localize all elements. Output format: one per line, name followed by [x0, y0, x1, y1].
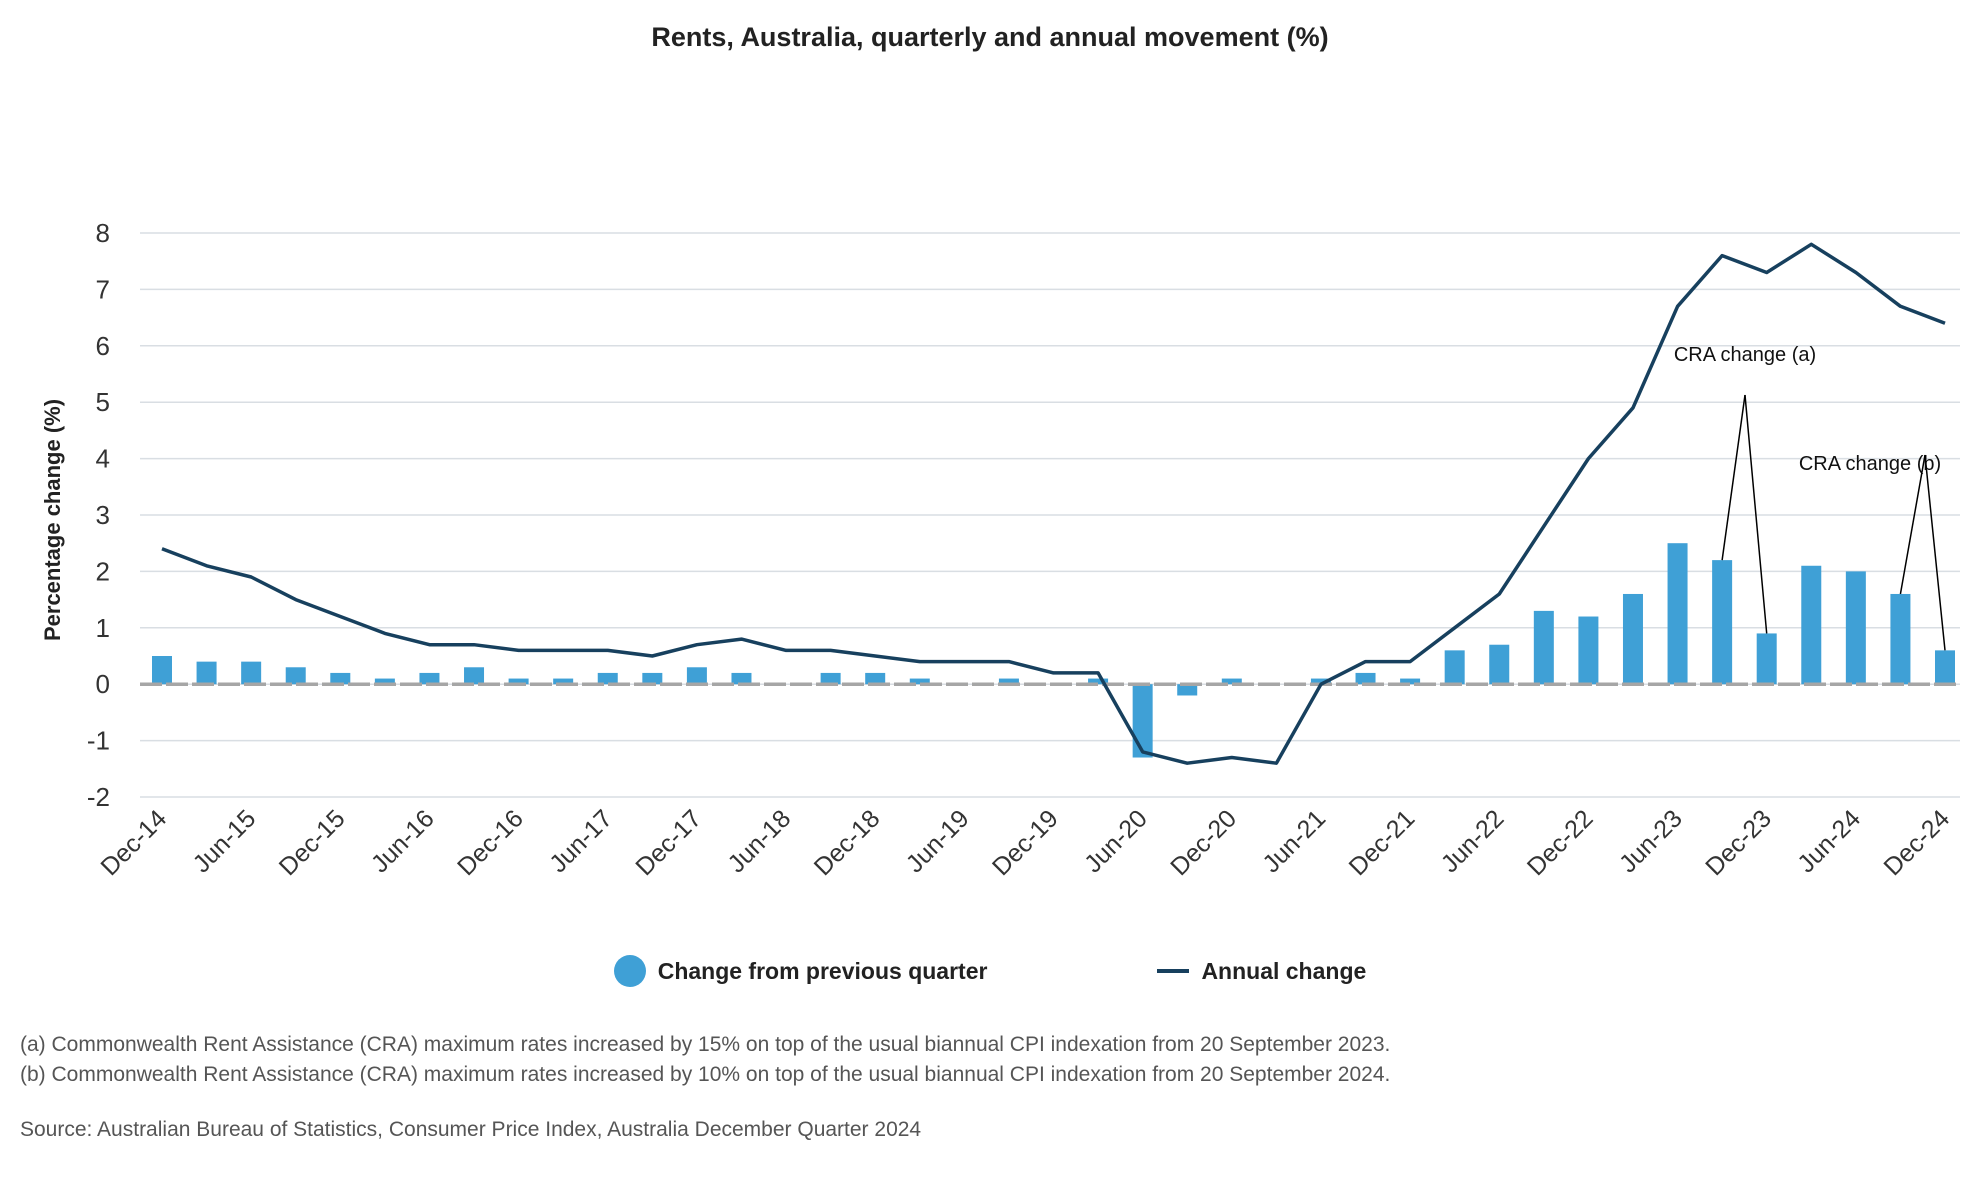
bar-Mar-16 [374, 678, 395, 685]
y-tick-label: 2 [96, 556, 110, 586]
bar-series [152, 543, 1955, 758]
y-tick-label: 7 [96, 274, 110, 304]
x-tick-label: Jun-18 [722, 804, 796, 878]
x-tick-label: Jun-19 [901, 804, 975, 878]
y-axis-ticks: -2 -1 0 1 2 3 4 5 6 7 8 [87, 218, 110, 812]
x-tick-label: Jun-24 [1792, 804, 1866, 878]
y-tick-label: 1 [96, 613, 110, 643]
bar-Dec-18 [865, 672, 886, 685]
bar-Jun-23 [1667, 543, 1688, 685]
y-tick-label: -2 [87, 782, 110, 812]
bar-Jun-15 [241, 661, 262, 685]
bar-Sep-17 [642, 672, 663, 685]
grid-lines [140, 232, 1960, 798]
annotation-leader [1744, 394, 1768, 634]
bar-Jun-20 [1132, 684, 1153, 758]
bar-Jun-24 [1845, 571, 1866, 685]
footnote-b: (b) Commonwealth Rent Assistance (CRA) m… [20, 1063, 1391, 1086]
x-tick-label: Dec-19 [987, 804, 1064, 881]
bar-Sep-22 [1533, 610, 1554, 685]
annotation-label: CRA change (b) [1799, 453, 1941, 475]
y-axis-title: Percentage change (%) [40, 399, 65, 641]
line-series [161, 242, 1946, 765]
y-tick-label: 3 [96, 500, 110, 530]
bar-Sep-16 [464, 667, 485, 685]
x-tick-label: Jun-17 [544, 804, 618, 878]
bar-Sep-23 [1712, 560, 1733, 685]
bar-Mar-19 [909, 678, 930, 685]
bar-Mar-23 [1622, 593, 1643, 685]
y-tick-label: 0 [96, 669, 110, 699]
bar-Dec-24 [1935, 650, 1955, 685]
annotation-leader [1721, 394, 1746, 561]
footnote-a: (a) Commonwealth Rent Assistance (CRA) m… [20, 1033, 1391, 1056]
x-tick-label: Dec-23 [1700, 804, 1777, 881]
bar-Mar-15 [196, 661, 217, 685]
bar-Sep-19 [998, 678, 1019, 685]
x-tick-label: Dec-21 [1344, 804, 1421, 881]
bar-Mar-20 [1088, 678, 1109, 685]
bar-Mar-17 [553, 678, 574, 685]
source-note: Source: Australian Bureau of Statistics,… [20, 1118, 922, 1141]
bar-Dec-22 [1578, 616, 1599, 685]
bar-Sep-18 [820, 672, 841, 685]
x-tick-label: Dec-24 [1878, 804, 1955, 881]
bar-Dec-21 [1400, 678, 1421, 685]
bar-Dec-16 [508, 678, 529, 685]
bar-Sep-20 [1177, 684, 1198, 696]
bar-Sep-21 [1355, 672, 1376, 685]
annotation-leader [1899, 454, 1926, 595]
bar-Dec-14 [152, 656, 172, 685]
bar-Jun-21 [1310, 678, 1331, 685]
x-tick-label: Jun-16 [366, 804, 440, 878]
bar-Mar-24 [1801, 565, 1822, 685]
x-tick-label: Jun-23 [1614, 804, 1688, 878]
x-tick-label: Dec-15 [274, 804, 351, 881]
x-tick-label: Jun-21 [1257, 804, 1331, 878]
legend-item-line[interactable]: Annual change [1157, 955, 1366, 987]
x-tick-label: Dec-16 [452, 804, 529, 881]
x-tick-label: Dec-20 [1165, 804, 1242, 881]
bar-series-swatch-icon [613, 955, 646, 987]
line-series-swatch-icon [1157, 969, 1190, 973]
x-tick-label: Jun-22 [1436, 804, 1510, 878]
legend-label-bar: Change from previous quarter [657, 957, 988, 984]
x-tick-label: Jun-20 [1079, 804, 1153, 878]
bar-Dec-17 [686, 667, 707, 685]
bar-Mar-22 [1444, 650, 1465, 685]
y-tick-label: -1 [87, 726, 110, 756]
bar-Jun-22 [1489, 644, 1510, 685]
y-tick-label: 8 [96, 218, 110, 248]
bar-Mar-18 [731, 672, 752, 685]
bar-Dec-23 [1756, 633, 1777, 685]
legend-item-bar[interactable]: Change from previous quarter [613, 955, 988, 987]
x-axis-ticks: Dec-14 Jun-15 Dec-15 Jun-16 Dec-16 Jun-17 Dec-… [95, 804, 1955, 881]
y-tick-label: 4 [96, 444, 110, 474]
bar-Dec-15 [330, 672, 351, 685]
x-tick-label: Dec-18 [809, 804, 886, 881]
x-tick-label: Dec-22 [1522, 804, 1599, 881]
x-tick-label: Dec-17 [630, 804, 707, 881]
annotation-label: CRA change (a) [1674, 344, 1816, 366]
bar-Sep-24 [1890, 593, 1911, 685]
bar-Dec-20 [1221, 678, 1242, 685]
legend: Change from previous quarter Annual chan… [0, 955, 1980, 987]
annotation-leader [1924, 454, 1946, 651]
footnotes: (a) Commonwealth Rent Assistance (CRA) m… [20, 1030, 1390, 1090]
x-tick-label: Jun-15 [188, 804, 262, 878]
bar-Jun-16 [419, 672, 440, 685]
legend-label-line: Annual change [1201, 957, 1367, 984]
bar-Jun-17 [597, 672, 618, 685]
bar-Sep-15 [285, 667, 306, 685]
y-tick-label: 6 [96, 331, 110, 361]
annotations: CRA change (a) CRA change (b) [1674, 344, 1946, 651]
y-tick-label: 5 [96, 387, 110, 417]
x-tick-label: Dec-14 [95, 804, 172, 881]
chart-title: Rents, Australia, quarterly and annual m… [651, 22, 1329, 52]
